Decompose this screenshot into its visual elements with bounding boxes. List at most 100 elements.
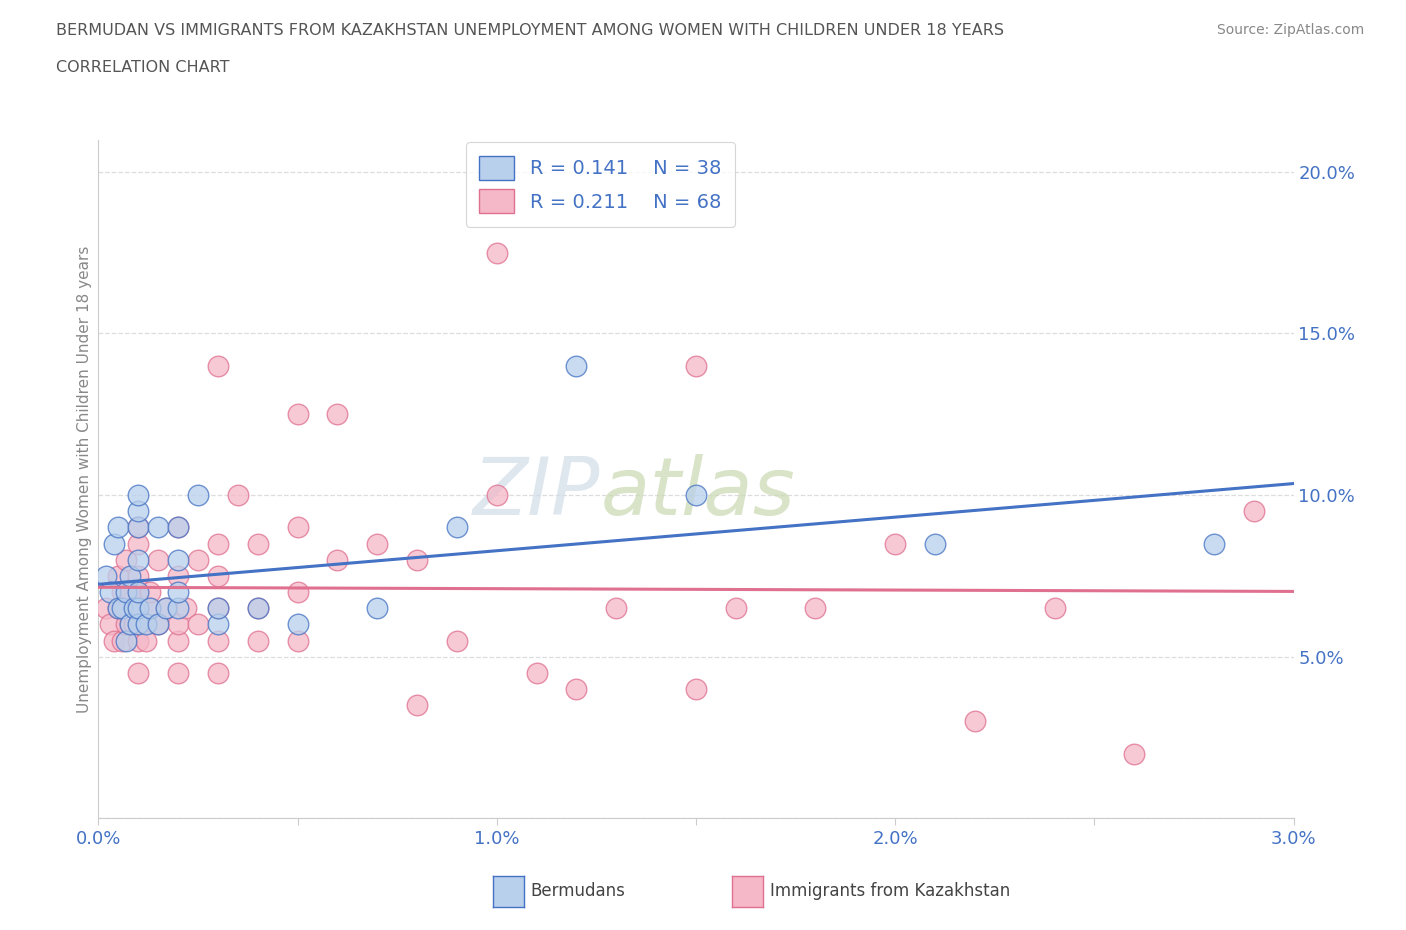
Point <box>167 633 190 648</box>
Point <box>127 666 149 681</box>
Point <box>963 714 986 729</box>
Point <box>148 617 170 631</box>
Point <box>167 585 190 600</box>
Point <box>207 601 229 616</box>
Point <box>246 537 269 551</box>
Text: CORRELATION CHART: CORRELATION CHART <box>56 60 229 75</box>
Point <box>127 552 149 567</box>
Point <box>127 585 149 600</box>
Point <box>226 487 249 502</box>
Point <box>685 358 707 373</box>
Point <box>139 601 162 616</box>
Point <box>107 568 129 583</box>
Point <box>127 504 149 519</box>
Legend: R = 0.141    N = 38, R = 0.211    N = 68: R = 0.141 N = 38, R = 0.211 N = 68 <box>465 142 735 227</box>
Point <box>120 617 142 631</box>
Point <box>1043 601 1066 616</box>
Point <box>207 633 229 648</box>
Point <box>174 601 197 616</box>
Point <box>207 358 229 373</box>
Point <box>111 585 134 600</box>
Point <box>115 585 138 600</box>
Point <box>187 487 209 502</box>
Point <box>326 552 349 567</box>
Point <box>565 358 588 373</box>
Point <box>148 552 170 567</box>
Text: Source: ZipAtlas.com: Source: ZipAtlas.com <box>1216 23 1364 37</box>
Point <box>924 537 946 551</box>
Point <box>127 617 149 631</box>
Point <box>139 601 162 616</box>
Point <box>526 666 548 681</box>
Point <box>124 601 146 616</box>
Text: ZIP: ZIP <box>472 454 600 532</box>
Point <box>207 537 229 551</box>
Point <box>155 601 177 616</box>
Point <box>115 617 138 631</box>
Point <box>127 633 149 648</box>
Point <box>246 601 269 616</box>
Point <box>446 633 468 648</box>
Text: Bermudans: Bermudans <box>531 883 626 900</box>
Point <box>127 601 149 616</box>
Point <box>127 585 149 600</box>
Point <box>1243 504 1265 519</box>
Point <box>207 601 229 616</box>
Point <box>148 520 170 535</box>
Point <box>107 601 129 616</box>
Point <box>135 617 157 631</box>
Point <box>120 568 142 583</box>
Point <box>246 633 269 648</box>
Point <box>287 633 309 648</box>
Point <box>127 617 149 631</box>
Point <box>326 406 349 421</box>
Point <box>148 617 170 631</box>
Text: Immigrants from Kazakhstan: Immigrants from Kazakhstan <box>770 883 1010 900</box>
Point <box>685 682 707 697</box>
Point <box>287 617 309 631</box>
Point <box>139 585 162 600</box>
Point <box>167 552 190 567</box>
Point <box>155 601 177 616</box>
Point <box>127 601 149 616</box>
Point <box>246 601 269 616</box>
Point <box>406 552 429 567</box>
Point <box>115 552 138 567</box>
Point <box>685 487 707 502</box>
Point <box>207 617 229 631</box>
Point <box>96 568 118 583</box>
Point <box>98 617 122 631</box>
Point <box>1123 746 1146 761</box>
Point <box>287 406 309 421</box>
Text: BERMUDAN VS IMMIGRANTS FROM KAZAKHSTAN UNEMPLOYMENT AMONG WOMEN WITH CHILDREN UN: BERMUDAN VS IMMIGRANTS FROM KAZAKHSTAN U… <box>56 23 1004 38</box>
Point <box>127 520 149 535</box>
Point <box>167 601 190 616</box>
Point <box>884 537 907 551</box>
Point <box>120 617 142 631</box>
Point <box>187 617 209 631</box>
Point <box>1202 537 1225 551</box>
Point <box>167 520 190 535</box>
Text: atlas: atlas <box>600 454 796 532</box>
Point <box>98 585 122 600</box>
Point <box>107 520 129 535</box>
Point <box>287 585 309 600</box>
Point <box>103 537 125 551</box>
Point <box>485 487 508 502</box>
Point <box>446 520 468 535</box>
Point <box>187 552 209 567</box>
Point <box>96 601 118 616</box>
Point <box>127 568 149 583</box>
Point <box>135 633 157 648</box>
Point <box>406 698 429 712</box>
Point <box>565 682 588 697</box>
Point <box>120 585 142 600</box>
Point <box>103 633 125 648</box>
Point <box>167 568 190 583</box>
Point <box>115 633 138 648</box>
Point <box>107 601 129 616</box>
Y-axis label: Unemployment Among Women with Children Under 18 years: Unemployment Among Women with Children U… <box>77 246 91 712</box>
Point <box>207 568 229 583</box>
Point <box>207 666 229 681</box>
Point <box>124 617 146 631</box>
